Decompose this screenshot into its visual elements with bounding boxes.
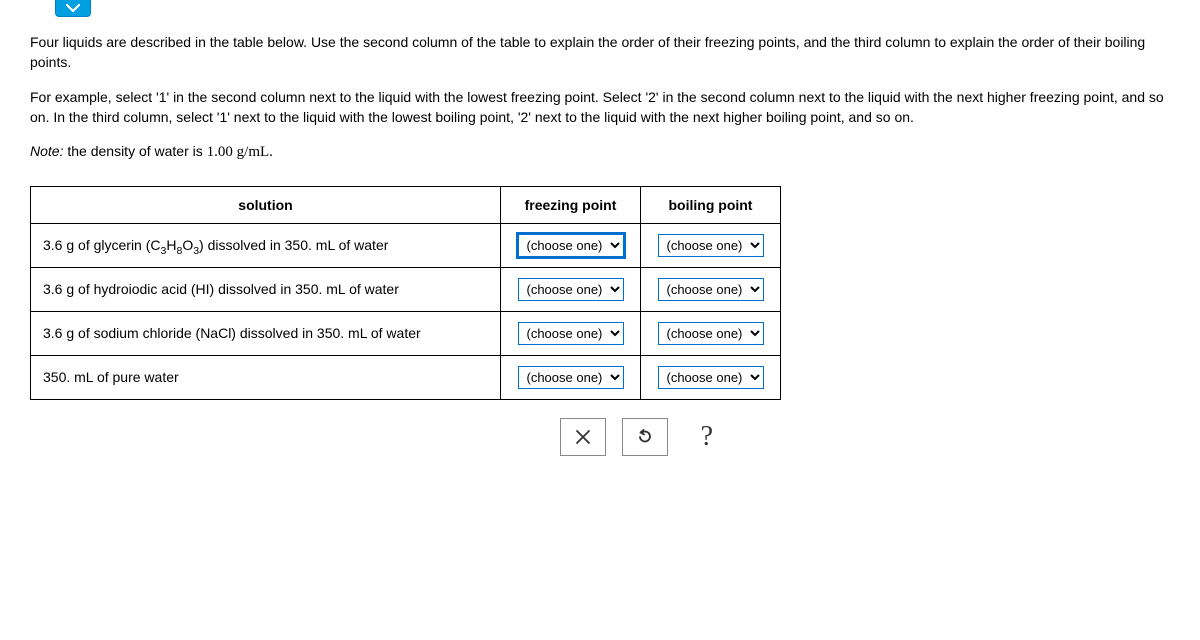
chevron-down-icon xyxy=(66,3,80,13)
close-icon xyxy=(574,428,592,446)
table-row: 3.6 g of hydroiodic acid (HI) dissolved … xyxy=(31,267,781,311)
header-solution: solution xyxy=(31,186,501,223)
table-row: 3.6 g of glycerin (C3H8O3) dissolved in … xyxy=(31,223,781,267)
solution-cell: 350. mL of pure water xyxy=(31,355,501,399)
header-boiling: boiling point xyxy=(641,186,781,223)
instruction-note: Note: the density of water is 1.00 g/mL. xyxy=(30,141,1170,164)
solution-table: solution freezing point boiling point 3.… xyxy=(30,186,781,400)
header-freezing: freezing point xyxy=(501,186,641,223)
density-value: 1.00 g/mL. xyxy=(207,144,273,160)
solution-cell: 3.6 g of glycerin (C3H8O3) dissolved in … xyxy=(31,223,501,267)
table-row: 3.6 g of sodium chloride (NaCl) dissolve… xyxy=(31,311,781,355)
instructions: Four liquids are described in the table … xyxy=(30,32,1170,164)
note-label: Note: xyxy=(30,143,63,159)
freezing-select-3[interactable]: (choose one) xyxy=(518,322,624,345)
undo-icon xyxy=(635,427,655,447)
instruction-p1: Four liquids are described in the table … xyxy=(30,32,1170,73)
solution-cell: 3.6 g of sodium chloride (NaCl) dissolve… xyxy=(31,311,501,355)
table-row: 350. mL of pure water (choose one) (choo… xyxy=(31,355,781,399)
solution-cell: 3.6 g of hydroiodic acid (HI) dissolved … xyxy=(31,267,501,311)
boiling-select-4[interactable]: (choose one) xyxy=(658,366,764,389)
action-bar: ? xyxy=(560,418,1170,456)
help-button[interactable]: ? xyxy=(684,418,730,456)
boiling-select-3[interactable]: (choose one) xyxy=(658,322,764,345)
collapse-toggle[interactable] xyxy=(55,0,91,17)
instruction-p2: For example, select '1' in the second co… xyxy=(30,87,1170,128)
boiling-select-2[interactable]: (choose one) xyxy=(658,278,764,301)
clear-button[interactable] xyxy=(560,418,606,456)
freezing-select-4[interactable]: (choose one) xyxy=(518,366,624,389)
help-icon: ? xyxy=(701,421,713,453)
reset-button[interactable] xyxy=(622,418,668,456)
freezing-select-1[interactable]: (choose one) xyxy=(518,234,624,257)
boiling-select-1[interactable]: (choose one) xyxy=(658,234,764,257)
freezing-select-2[interactable]: (choose one) xyxy=(518,278,624,301)
note-text: the density of water is xyxy=(63,143,206,159)
